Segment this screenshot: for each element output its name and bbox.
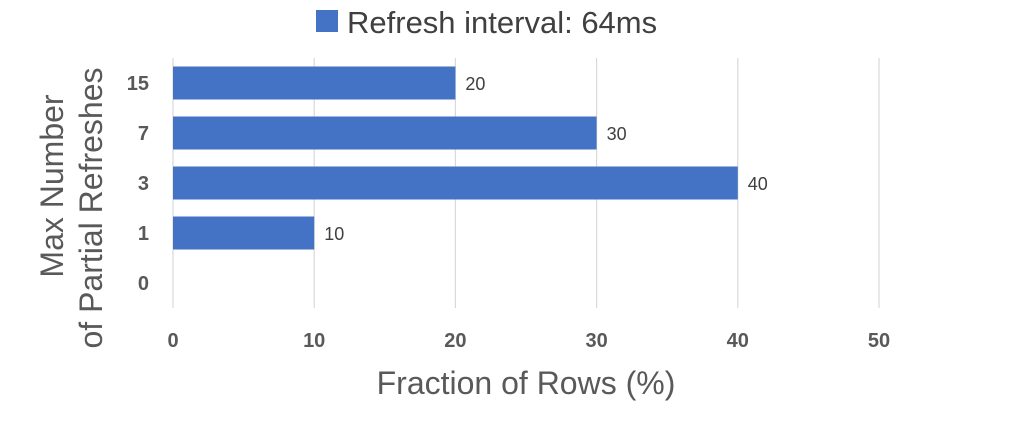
y-axis-title: Max Number of Partial Refreshes — [34, 67, 109, 348]
y-tick-label-7: 7 — [138, 123, 149, 145]
legend-label: Refresh interval: 64ms — [347, 5, 657, 40]
y-tick-label-0: 0 — [138, 273, 149, 295]
x-tick-label-50: 50 — [868, 330, 890, 352]
bar-1 — [173, 216, 315, 250]
legend-swatch — [316, 10, 338, 32]
y-axis-title-line-2: of Partial Refreshes — [73, 67, 109, 348]
y-tick-labels: 0 1 3 7 15 — [127, 73, 149, 295]
x-tick-label-10: 10 — [303, 330, 325, 352]
bars — [173, 66, 738, 250]
legend: Refresh interval: 64ms — [316, 5, 657, 40]
bar-7 — [173, 116, 597, 150]
y-tick-label-3: 3 — [138, 173, 149, 195]
data-label-15: 20 — [465, 74, 485, 94]
data-labels: 10 40 30 20 — [324, 74, 768, 244]
x-tick-label-30: 30 — [585, 330, 607, 352]
data-label-7: 30 — [607, 124, 627, 144]
x-tick-labels: 0 10 20 30 40 50 — [167, 330, 890, 352]
y-tick-label-1: 1 — [138, 223, 149, 245]
data-label-1: 10 — [324, 224, 344, 244]
data-label-3: 40 — [748, 174, 768, 194]
x-tick-label-40: 40 — [727, 330, 749, 352]
x-tick-label-20: 20 — [444, 330, 466, 352]
y-tick-label-15: 15 — [127, 73, 149, 95]
bar-15 — [173, 66, 456, 100]
x-axis-title: Fraction of Rows (%) — [377, 365, 676, 401]
y-axis-title-line-1: Max Number — [34, 94, 70, 278]
x-tick-label-0: 0 — [167, 330, 178, 352]
bar-3 — [173, 166, 738, 200]
